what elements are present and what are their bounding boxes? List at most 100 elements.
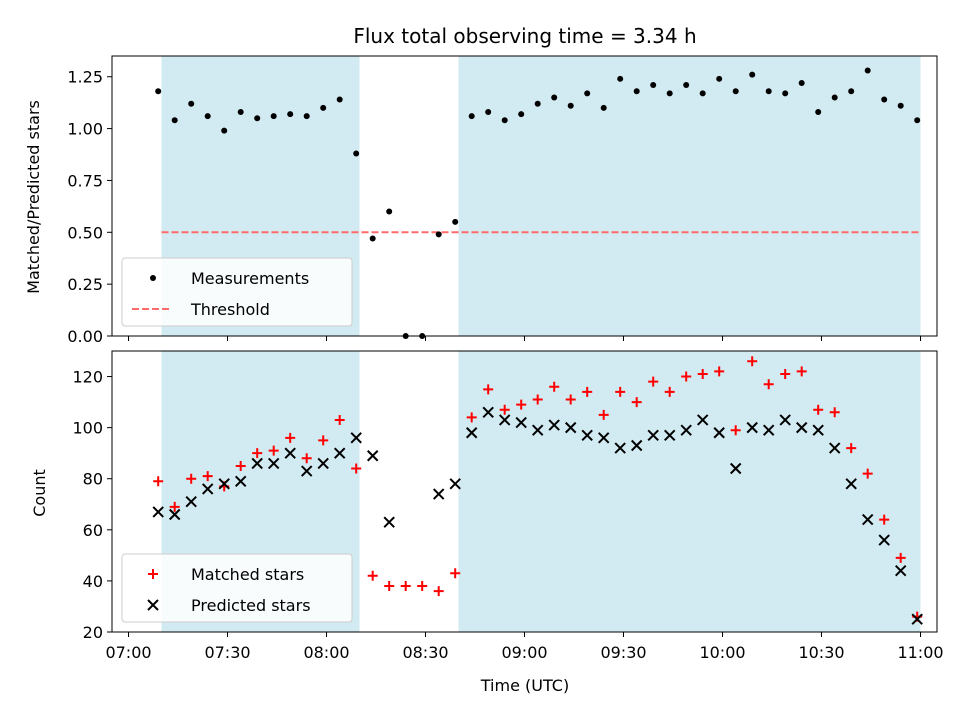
x-tick-label: 10:00 [699,643,745,662]
x-tick-label: 08:30 [402,643,448,662]
matched-star-point [747,356,758,367]
matched-star-point [829,407,840,418]
matched-star-point [565,394,576,405]
predicted-star-point [680,424,692,436]
measurement-point [501,117,508,124]
predicted-star-point [779,414,791,426]
y-tick-label: 100 [72,419,103,438]
matched-star-point [664,386,675,397]
measurement-point [617,75,624,82]
measurement-point [386,208,393,215]
measurement-point [551,94,558,101]
predicted-star-point [762,424,775,436]
matched-star-point [268,445,279,456]
matched-star-point [598,409,609,420]
matched-star-point [153,476,164,487]
matched-star-point [862,468,873,479]
y-tick-label: 0.25 [67,275,103,294]
predicted-star-point [201,483,214,495]
matched-star-point [351,463,362,474]
predicted-star-point [630,439,643,452]
legend-label: Matched stars [191,565,304,584]
matched-star-point [730,425,741,436]
bottom-y-axis-label: Count [30,469,49,517]
measurement-point [600,104,607,111]
measurement-point [650,82,657,89]
measurement-point [468,113,475,120]
predicted-star-point [185,496,197,508]
predicted-star-point [614,442,626,454]
matched-star-point [450,568,461,579]
matched-star-point [384,581,395,592]
measurement-point [864,67,871,74]
measurement-point [765,88,772,95]
matched-star-point [285,432,296,443]
measurement-point [320,104,327,111]
predicted-star-point [894,564,907,577]
y-tick-label: 0.00 [67,327,103,346]
predicted-star-point [647,429,659,442]
bottom-panel: 20 40 60 80 100 120 07:00 07:30 08:00 08:30 09:00 0… [30,350,944,662]
predicted-star-point [333,447,346,459]
count-points [152,356,923,625]
measurement-point [699,90,706,97]
predicted-star-point [432,488,445,500]
measurement-point [336,96,343,103]
measurement-point [633,88,640,95]
y-tick-label: 80 [83,470,103,489]
matched-star-point [796,366,807,377]
x-tick-label: 09:00 [501,643,547,662]
measurement-point [435,231,442,238]
top-y-axis-label: Matched/Predicted stars [24,100,43,294]
x-tick-label: 09:30 [600,643,646,662]
matched-star-point [334,414,345,425]
predicted-star-point [267,457,280,470]
measurement-point [221,127,228,134]
matched-star-point [846,443,857,454]
matched-star-point [631,397,642,408]
shaded-region-2 [458,351,921,632]
predicted-star-point [350,432,362,444]
predicted-star-point [812,424,824,436]
predicted-star-point [713,427,725,439]
measurement-point [584,90,591,97]
predicted-star-point [515,416,527,429]
matched-star-point [714,366,725,377]
matched-star-point [202,471,213,482]
measurement-point [485,109,492,115]
matched-star-point [780,368,791,379]
predicted-star-point [845,478,857,490]
measurement-point [815,109,822,115]
bottom-axes: 20 40 60 80 100 120 07:00 07:30 08:00 08:30 09:00 0… [72,350,944,662]
predicted-star-point [300,465,313,477]
x-tick-label: 07:00 [105,643,151,662]
matched-star-point [697,368,708,379]
matched-star-point [318,435,329,446]
measurement-point [848,88,855,95]
chart-title: Flux total observing time = 3.34 h [353,24,696,48]
matched-star-point [466,412,477,423]
predicted-star-point [168,508,181,521]
predicted-star-point [878,534,890,546]
bottom-legend: Matched stars Predicted stars [121,553,353,623]
predicted-star-point [498,414,511,426]
predicted-star-point [531,424,544,436]
predicted-star-point [284,447,296,459]
matched-star-point [433,586,444,597]
predicted-star-point [564,421,577,434]
predicted-star-point [218,478,230,490]
measurement-point [204,113,211,120]
matched-star-point [252,448,263,459]
legend-marker-predicted [147,599,159,611]
predicted-star-point [317,457,329,470]
predicted-star-point [383,516,395,528]
x-tick-label: 08:00 [303,643,349,662]
matched-star-point [895,552,906,563]
matched-star-point [813,404,824,415]
legend-marker-matched [148,569,158,579]
predicted-star-point [696,414,709,426]
measurement-point [171,117,178,124]
x-tick-label: 11:00 [897,643,943,662]
measurement-point [749,71,756,78]
